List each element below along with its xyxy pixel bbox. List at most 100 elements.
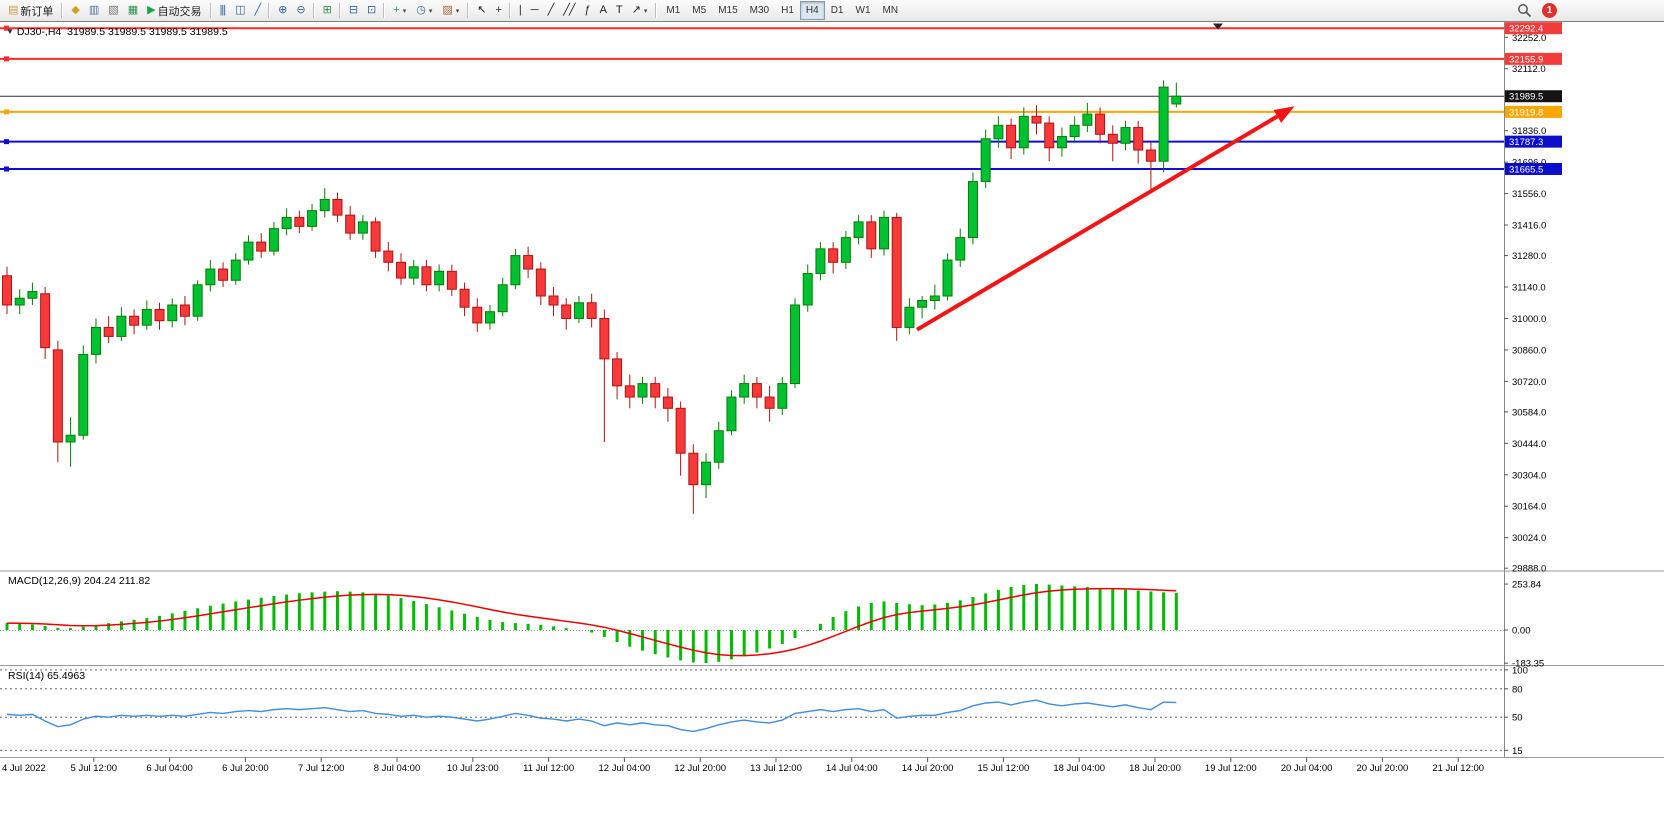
toolbar-separator <box>467 3 470 18</box>
bar-chart-button[interactable]: ||| <box>215 1 231 20</box>
price-label-box <box>1505 22 1562 35</box>
timeframe-h1-button-label: H1 <box>781 5 794 16</box>
toolbar-right-group: 1 <box>1517 3 1661 18</box>
candle <box>357 221 368 234</box>
timeframe-w1-button[interactable]: W1 <box>850 1 877 20</box>
timeframe-m30-button-label: M30 <box>749 5 770 16</box>
timeframe-m1-button[interactable]: M1 <box>660 1 686 20</box>
line-handle[interactable] <box>4 109 9 115</box>
timeframe-h4-button[interactable]: H4 <box>799 1 825 20</box>
chart-title-text: DJ30-,H4 31989.5 31989.5 31989.5 31989.5 <box>16 26 228 38</box>
label-tool-button[interactable]: T <box>611 1 627 20</box>
line-chart-button[interactable]: ╱ <box>250 1 266 20</box>
time-axis-label: 8 Jul 04:00 <box>374 763 420 774</box>
chart-shift-marker[interactable] <box>1213 23 1223 30</box>
candle <box>421 266 432 286</box>
terminal-button[interactable]: ▦ <box>123 1 142 20</box>
channel-tool-button[interactable]: ╱╱ <box>558 1 579 20</box>
arrows-tool-button[interactable]: ↗ ▾ <box>627 1 653 20</box>
price-label-text: 32292.4 <box>1509 24 1543 35</box>
timeframe-d1-button[interactable]: D1 <box>825 1 850 20</box>
candle <box>141 308 152 326</box>
main-toolbar: ▤ 新订单 ◆ ▥ ▧ ▦ ▶ 自动交易 ||| ◫ ╱ ⊕ ⊖ ⊞ ⊟ ⊡ + ▾ ◷ ▾ ▨ ▾ ↖ + | ─ ╱ ╱╱ ƒ A T ↗… <box>0 0 1664 22</box>
periods-button[interactable]: ◷ ▾ <box>411 1 437 20</box>
timeframe-m30-button[interactable]: M30 <box>744 1 775 20</box>
text-tool-button[interactable]: A <box>595 1 611 20</box>
clock-icon: ◷ <box>416 4 426 16</box>
candle <box>1171 95 1182 105</box>
axis-tick-label: 15 <box>1512 746 1523 757</box>
new-order-button[interactable]: ▤ 新订单 <box>3 1 58 20</box>
one-click-trading-icon[interactable]: ▼ <box>6 27 14 36</box>
macd-indicator-label: MACD(12,26,9) 204.24 211.82 <box>8 575 151 587</box>
candle <box>307 210 318 227</box>
arrange-windows-button[interactable]: ⊟ <box>344 1 362 20</box>
axis-tick-label: 30584.0 <box>1512 407 1546 418</box>
candle <box>980 138 991 182</box>
search-icon[interactable] <box>1517 3 1532 18</box>
auto-trading-button[interactable]: ▶ 自动交易 <box>142 1 206 20</box>
candle <box>294 216 305 227</box>
trend-arrow[interactable] <box>916 114 1279 332</box>
fibonacci-tool-button[interactable]: ƒ <box>579 1 594 20</box>
add-indicator-button[interactable]: + ▾ <box>388 1 411 20</box>
timeframe-h4-button-label: H4 <box>805 5 819 16</box>
trendline-tool-button[interactable]: ╱ <box>543 1 559 20</box>
vertical-line-tool-button[interactable]: | <box>514 1 526 20</box>
candle <box>27 291 38 299</box>
candle <box>2 275 12 306</box>
time-axis-label: 20 Jul 20:00 <box>1357 763 1409 774</box>
candlestick-chart-button[interactable]: ◫ <box>230 1 249 20</box>
line-handle[interactable] <box>4 139 9 145</box>
cursor-tool-button[interactable]: ↖ <box>472 1 490 20</box>
timeframe-h1-button[interactable]: H1 <box>775 1 800 20</box>
navigator-icon: ▧ <box>108 4 118 16</box>
candle <box>586 302 597 319</box>
candle <box>878 216 889 250</box>
cascade-windows-button[interactable]: ⊡ <box>362 1 380 20</box>
candle <box>52 349 63 443</box>
zoom-in-button[interactable]: ⊕ <box>273 1 291 20</box>
zoom-out-button[interactable]: ⊖ <box>291 1 309 20</box>
market-watch-button[interactable]: ◆ <box>66 1 83 20</box>
notification-badge[interactable]: 1 <box>1542 3 1557 18</box>
time-axis-label: 14 Jul 20:00 <box>902 763 954 774</box>
tile-windows-button[interactable]: ⊞ <box>318 1 336 20</box>
axis-tick-label: 253.84 <box>1512 580 1541 591</box>
crosshair-icon: + <box>495 4 502 16</box>
candle <box>1145 149 1156 162</box>
price-label-text: 31787.3 <box>1509 137 1543 148</box>
data-window-button[interactable]: ▥ <box>84 1 103 20</box>
timeframe-m5-button[interactable]: M5 <box>686 1 712 20</box>
crosshair-tool-button[interactable]: + <box>490 1 505 20</box>
templates-button[interactable]: ▨ ▾ <box>437 1 464 20</box>
candle <box>802 273 813 306</box>
data-window-icon: ▥ <box>88 4 99 16</box>
line-handle[interactable] <box>4 25 9 31</box>
navigator-button[interactable]: ▧ <box>103 1 122 20</box>
candle <box>612 358 623 387</box>
line-handle[interactable] <box>4 56 9 62</box>
chart-title: ▼ DJ30-,H4 31989.5 31989.5 31989.5 31989.… <box>6 26 228 38</box>
fibonacci-icon: ƒ <box>584 4 590 16</box>
timeframe-mn-button-label: MN <box>882 5 899 16</box>
auto-trading-button-label: 自动交易 <box>157 5 202 18</box>
trend-arrow-head[interactable] <box>1273 106 1295 123</box>
chevron-down-icon: ▾ <box>428 7 433 15</box>
candle <box>192 284 203 317</box>
candle <box>408 266 419 279</box>
time-axis-label: 7 Jul 12:00 <box>298 763 344 774</box>
candle <box>1031 115 1042 124</box>
horizontal-line-tool-button[interactable]: ─ <box>526 1 543 20</box>
line-handle[interactable] <box>4 166 9 172</box>
price-label-text: 31989.5 <box>1509 92 1543 103</box>
candle <box>167 304 178 322</box>
timeframe-mn-button[interactable]: MN <box>877 1 905 20</box>
toolbar-separator <box>383 3 386 18</box>
timeframe-m15-button[interactable]: M15 <box>712 1 743 20</box>
candle <box>1133 127 1144 151</box>
candle <box>929 295 940 301</box>
time-axis-label: 13 Jul 12:00 <box>750 763 802 774</box>
